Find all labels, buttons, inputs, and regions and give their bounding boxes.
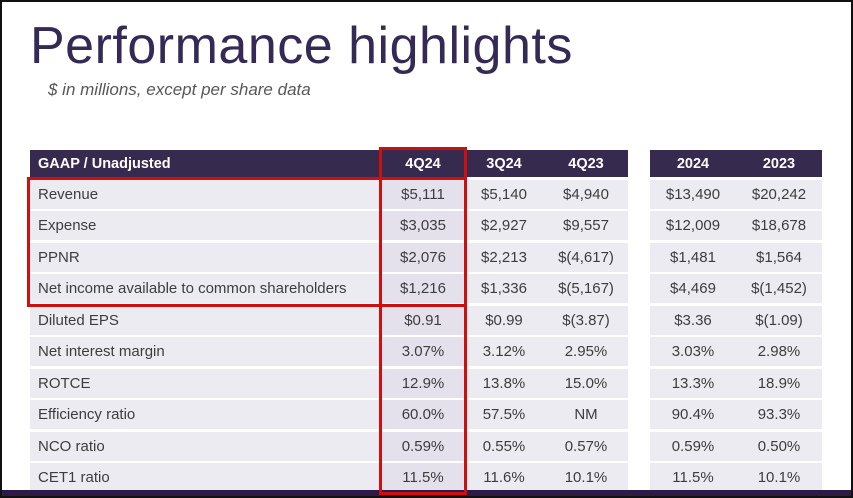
- cell-4q23: $(4,617): [544, 242, 628, 272]
- column-gap: [628, 369, 650, 398]
- cell-3q24: 0.55%: [464, 431, 544, 461]
- header-gaap-unadjusted: GAAP / Unadjusted: [30, 150, 382, 177]
- column-gap: [628, 337, 650, 366]
- row-label: CET1 ratio: [30, 463, 382, 492]
- cell-4q23: $4,940: [544, 179, 628, 209]
- column-gap: [628, 400, 650, 429]
- cell-2024: $1,481: [650, 242, 736, 272]
- row-label: Revenue: [30, 179, 382, 209]
- header-2024: 2024: [650, 150, 736, 177]
- cell-4q23: 10.1%: [544, 463, 628, 492]
- cell-4q23: 15.0%: [544, 368, 628, 398]
- row-label: Efficiency ratio: [30, 400, 382, 429]
- cell-3q24: $2,213: [464, 242, 544, 272]
- cell-2024: $12,009: [650, 211, 736, 240]
- cell-2024: 11.5%: [650, 463, 736, 492]
- cell-2024: $13,490: [650, 179, 736, 209]
- cell-2023: $(1.09): [736, 305, 822, 335]
- cell-4q24: 11.5%: [382, 463, 464, 492]
- cell-2023: $1,564: [736, 242, 822, 272]
- cell-3q24: $0.99: [464, 305, 544, 335]
- column-gap: [628, 211, 650, 240]
- row-label: Expense: [30, 211, 382, 240]
- cell-2024: 0.59%: [650, 431, 736, 461]
- cell-4q23: $(3.87): [544, 305, 628, 335]
- row-label: NCO ratio: [30, 431, 382, 461]
- cell-4q24: $5,111: [382, 179, 464, 209]
- header-4q24: 4Q24: [382, 150, 464, 177]
- header-column-gap: [628, 150, 650, 177]
- row-label: Diluted EPS: [30, 305, 382, 335]
- cell-4q24: 0.59%: [382, 431, 464, 461]
- column-gap: [628, 432, 650, 461]
- header-2023: 2023: [736, 150, 822, 177]
- cell-2024: $4,469: [650, 274, 736, 303]
- column-gap: [628, 180, 650, 209]
- cell-4q24: $0.91: [382, 305, 464, 335]
- column-gap: [628, 274, 650, 303]
- cell-3q24: 13.8%: [464, 368, 544, 398]
- cell-4q23: $(5,167): [544, 274, 628, 303]
- cell-2023: $(1,452): [736, 274, 822, 303]
- cell-2024: $3.36: [650, 305, 736, 335]
- cell-2023: 2.98%: [736, 337, 822, 366]
- cell-4q24: $3,035: [382, 211, 464, 240]
- performance-table: GAAP / Unadjusted 4Q24 3Q24 4Q23 2024 20…: [27, 147, 822, 495]
- cell-4q24: 12.9%: [382, 368, 464, 398]
- cell-2023: 0.50%: [736, 431, 822, 461]
- cell-3q24: $1,336: [464, 274, 544, 303]
- footer-bar: [2, 490, 851, 496]
- page-title: Performance highlights: [30, 17, 573, 75]
- row-label: PPNR: [30, 242, 382, 272]
- column-gap: [628, 243, 650, 272]
- header-3q24: 3Q24: [464, 150, 544, 177]
- cell-3q24: $5,140: [464, 179, 544, 209]
- cell-2023: 93.3%: [736, 400, 822, 429]
- row-label: ROTCE: [30, 368, 382, 398]
- column-gap: [628, 306, 650, 335]
- page-subtitle: $ in millions, except per share data: [48, 80, 311, 99]
- cell-4q24: 60.0%: [382, 400, 464, 429]
- cell-3q24: 11.6%: [464, 463, 544, 492]
- cell-4q24: $1,216: [382, 274, 464, 303]
- cell-4q23: 0.57%: [544, 431, 628, 461]
- row-label: Net interest margin: [30, 337, 382, 366]
- cell-4q23: 2.95%: [544, 337, 628, 366]
- row-label: Net income available to common sharehold…: [30, 274, 382, 303]
- header-4q23: 4Q23: [544, 150, 628, 177]
- cell-2024: 13.3%: [650, 368, 736, 398]
- cell-2024: 90.4%: [650, 400, 736, 429]
- cell-3q24: $2,927: [464, 211, 544, 240]
- cell-2023: 18.9%: [736, 368, 822, 398]
- cell-3q24: 57.5%: [464, 400, 544, 429]
- cell-4q23: NM: [544, 400, 628, 429]
- cell-2023: $18,678: [736, 211, 822, 240]
- column-gap: [628, 463, 650, 492]
- cell-2024: 3.03%: [650, 337, 736, 366]
- cell-4q23: $9,557: [544, 211, 628, 240]
- cell-4q24: $2,076: [382, 242, 464, 272]
- cell-2023: 10.1%: [736, 463, 822, 492]
- cell-2023: $20,242: [736, 179, 822, 209]
- cell-3q24: 3.12%: [464, 337, 544, 366]
- cell-4q24: 3.07%: [382, 337, 464, 366]
